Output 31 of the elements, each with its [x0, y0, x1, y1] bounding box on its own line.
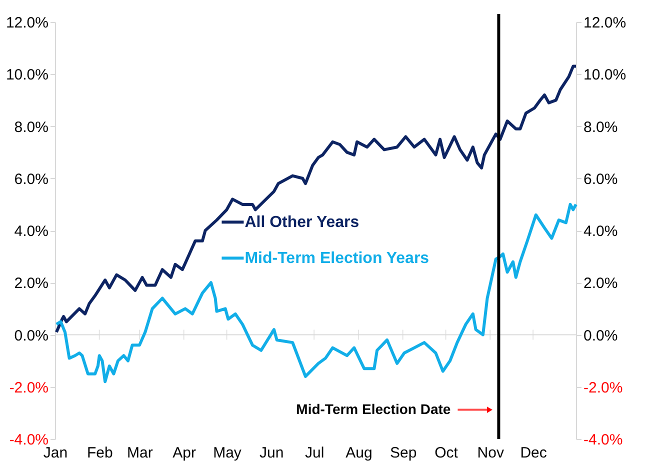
x-tick-label: Jul — [304, 444, 324, 462]
legend-label: Mid-Term Election Years — [244, 250, 430, 268]
y-tick-label: 6.0% — [14, 170, 48, 188]
x-tick-label: Jun — [260, 444, 284, 462]
y2-tick-label: 12.0% — [584, 14, 626, 32]
y2-tick-label: -2.0% — [584, 379, 623, 396]
y2-tick-label: 10.0% — [584, 66, 626, 84]
x-tick-label: Feb — [86, 444, 113, 462]
x-tick-label: Nov — [477, 444, 504, 462]
y-tick-label: 12.0% — [6, 14, 48, 32]
y2-tick-label: 8.0% — [584, 118, 618, 136]
y2-tick-label: -4.0% — [584, 432, 623, 448]
annotation: Mid-Term Election Date — [296, 400, 451, 417]
x-tick-label: Mar — [127, 444, 153, 462]
y2-tick-label: 6.0% — [584, 170, 618, 188]
x-tick-label: May — [213, 444, 242, 462]
x-tick-label: Dec — [520, 444, 548, 462]
y2-tick-label: 2.0% — [584, 275, 618, 292]
x-tick-label: Apr — [172, 444, 196, 462]
x-tick-label: Sep — [390, 444, 417, 462]
y-tick-label: 2.0% — [14, 275, 48, 292]
x-tick-label: Aug — [346, 444, 372, 462]
y-tick-label: 10.0% — [6, 66, 48, 84]
y-tick-label: 0.0% — [14, 327, 48, 344]
y2-tick-label: 0.0% — [584, 327, 618, 344]
y-tick-label: 4.0% — [14, 223, 48, 240]
y-tick-label: -2.0% — [9, 379, 48, 396]
x-tick-label: Oct — [434, 444, 459, 462]
y-tick-label: 8.0% — [14, 118, 48, 136]
y2-tick-label: 4.0% — [584, 223, 618, 240]
legend-label: All Other Years — [244, 214, 360, 232]
